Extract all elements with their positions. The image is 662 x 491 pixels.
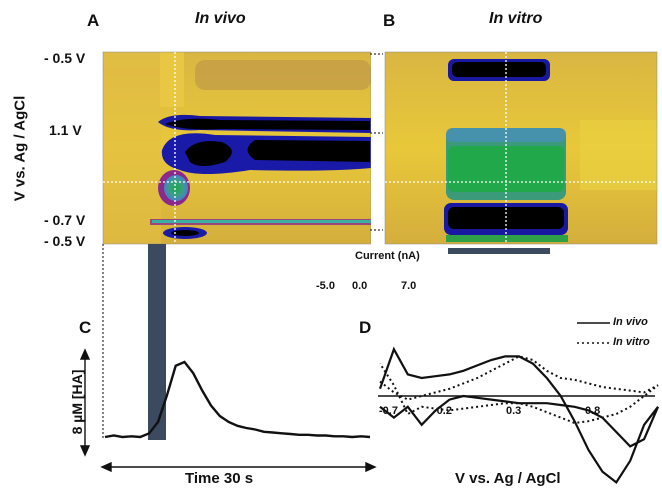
- panel-label-c: C: [79, 318, 92, 337]
- legend-label-in-vitro: In vitro: [613, 336, 650, 348]
- panel-c-y-label: 8 µM [HA]: [69, 369, 85, 435]
- crosshair-lines: [103, 52, 657, 244]
- series-line-in-vivo: [378, 346, 660, 485]
- colorbar-tick: 0.0: [352, 280, 368, 292]
- panel-c-axes: [79, 348, 377, 473]
- panel-d-legend: [577, 322, 610, 344]
- colorbar-tick: -5.0: [316, 280, 335, 292]
- panel-label-d: D: [359, 318, 372, 337]
- y-tick-label: - 0.7 V: [44, 212, 86, 228]
- stimulation-bar-b: [448, 248, 550, 254]
- panel-b-title: In vitro: [489, 10, 543, 27]
- x-tick-label: 0.3: [506, 405, 522, 417]
- y-tick-label: - 0.5 V: [44, 233, 86, 249]
- legend-label-in-vivo: In vivo: [613, 316, 648, 328]
- colorbar-label: Current (nA): [355, 250, 420, 262]
- x-tick-label: -0.2: [433, 405, 452, 417]
- y-tick-label: - 0.5 V: [44, 50, 86, 66]
- panel-label-a: A: [87, 11, 100, 30]
- scale-markers: [102, 53, 383, 438]
- x-tick-label: 0.8: [585, 405, 601, 417]
- x-tick-label: -0.7: [379, 405, 398, 417]
- panel-a-title: In vivo: [195, 10, 246, 27]
- stimulation-bar-c: [148, 244, 166, 440]
- panel-c-concentration-trace: [104, 360, 371, 439]
- colorbar-tick: 7.0: [401, 280, 417, 292]
- heatmap-in-vivo: [102, 51, 372, 245]
- heatmap-in-vitro: [384, 51, 658, 245]
- panel-label-b: B: [383, 11, 396, 30]
- y-tick-label: 1.1 V: [49, 122, 82, 138]
- panel-d-x-label: V vs. Ag / AgCl: [455, 470, 561, 487]
- series-line-in-vitro: [379, 355, 659, 425]
- panel-c-x-label: Time 30 s: [185, 470, 254, 487]
